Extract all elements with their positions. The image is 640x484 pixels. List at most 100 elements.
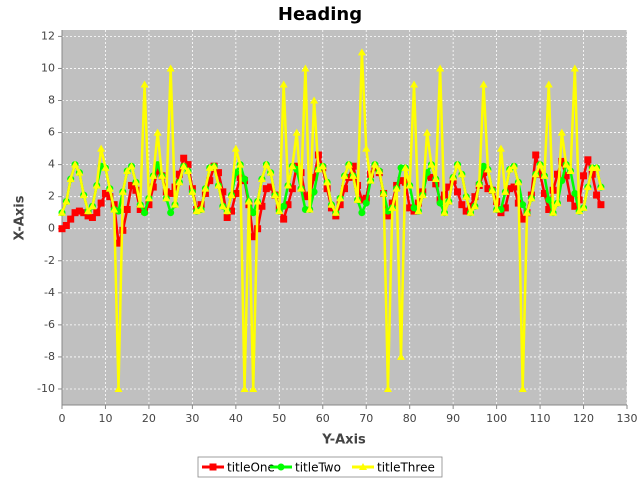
marker bbox=[62, 197, 71, 205]
marker bbox=[536, 160, 545, 168]
marker bbox=[231, 144, 240, 152]
marker bbox=[280, 202, 288, 210]
marker bbox=[97, 199, 105, 207]
marker bbox=[323, 178, 332, 186]
marker bbox=[140, 80, 149, 88]
marker bbox=[275, 207, 284, 215]
marker bbox=[553, 170, 561, 178]
series-group bbox=[58, 48, 605, 392]
marker bbox=[157, 171, 166, 179]
marker bbox=[536, 170, 544, 178]
marker bbox=[383, 384, 392, 392]
marker bbox=[280, 215, 288, 223]
marker bbox=[66, 175, 75, 183]
marker bbox=[136, 200, 145, 208]
marker bbox=[358, 209, 366, 217]
marker bbox=[492, 205, 501, 213]
marker bbox=[597, 201, 605, 209]
y-tick-label: 2 bbox=[48, 190, 55, 203]
marker bbox=[58, 208, 66, 216]
marker bbox=[567, 194, 574, 202]
marker bbox=[310, 188, 318, 196]
marker bbox=[162, 194, 171, 202]
x-tick-label: 0 bbox=[59, 412, 66, 425]
marker bbox=[249, 209, 257, 217]
marker bbox=[449, 173, 458, 181]
y-tick-label: -10 bbox=[37, 382, 55, 395]
marker bbox=[593, 191, 601, 199]
marker bbox=[462, 207, 470, 215]
marker bbox=[75, 168, 84, 176]
marker bbox=[466, 208, 475, 216]
marker bbox=[540, 189, 548, 197]
marker bbox=[480, 169, 488, 177]
marker bbox=[501, 187, 510, 195]
marker bbox=[136, 205, 144, 213]
marker bbox=[166, 64, 175, 72]
x-tick-label: 100 bbox=[486, 412, 507, 425]
marker bbox=[144, 194, 153, 202]
marker bbox=[131, 178, 140, 186]
marker bbox=[84, 212, 92, 220]
marker bbox=[414, 207, 423, 215]
marker bbox=[336, 201, 344, 209]
legend-label: titleOne bbox=[227, 461, 275, 475]
marker bbox=[62, 222, 70, 230]
x-axis-label: Y-Axis bbox=[321, 433, 366, 448]
y-tick-label: -4 bbox=[44, 286, 55, 299]
marker bbox=[496, 144, 505, 152]
marker bbox=[284, 201, 292, 209]
marker bbox=[270, 191, 279, 199]
marker bbox=[71, 209, 79, 217]
marker bbox=[80, 209, 88, 217]
marker bbox=[553, 199, 562, 207]
marker bbox=[167, 189, 175, 197]
marker bbox=[436, 64, 445, 72]
marker bbox=[277, 463, 285, 471]
x-tick-label: 120 bbox=[573, 412, 594, 425]
marker bbox=[366, 176, 375, 184]
marker bbox=[318, 162, 327, 170]
marker bbox=[79, 191, 88, 199]
x-tick-label: 10 bbox=[98, 412, 112, 425]
x-tick-label: 110 bbox=[530, 412, 551, 425]
marker bbox=[84, 207, 93, 215]
y-tick-label: 4 bbox=[48, 158, 55, 171]
marker bbox=[292, 128, 301, 136]
x-tick-label: 40 bbox=[229, 412, 243, 425]
marker bbox=[397, 177, 405, 185]
marker bbox=[596, 183, 605, 191]
marker bbox=[118, 187, 127, 195]
y-tick-label: 10 bbox=[41, 61, 55, 74]
marker bbox=[249, 384, 258, 392]
marker bbox=[462, 192, 471, 200]
marker bbox=[167, 209, 175, 217]
marker bbox=[93, 209, 101, 217]
marker bbox=[458, 201, 466, 209]
marker bbox=[418, 191, 427, 199]
marker bbox=[475, 179, 484, 187]
x-tick-label: 70 bbox=[359, 412, 373, 425]
marker bbox=[301, 64, 310, 72]
marker bbox=[571, 202, 579, 210]
marker bbox=[340, 171, 349, 179]
marker bbox=[336, 194, 345, 202]
marker bbox=[258, 202, 266, 210]
marker bbox=[545, 205, 553, 213]
marker bbox=[575, 207, 584, 215]
x-tick-label: 30 bbox=[185, 412, 199, 425]
marker bbox=[570, 64, 579, 72]
marker bbox=[349, 162, 357, 170]
marker bbox=[384, 212, 392, 220]
marker bbox=[427, 160, 436, 168]
marker bbox=[297, 184, 306, 192]
marker bbox=[115, 239, 122, 247]
marker bbox=[171, 200, 179, 208]
y-tick-label: 0 bbox=[48, 222, 55, 235]
marker bbox=[479, 80, 488, 88]
marker bbox=[558, 157, 566, 165]
marker bbox=[362, 144, 371, 152]
marker bbox=[88, 202, 97, 210]
marker bbox=[223, 207, 232, 215]
marker bbox=[67, 215, 75, 223]
